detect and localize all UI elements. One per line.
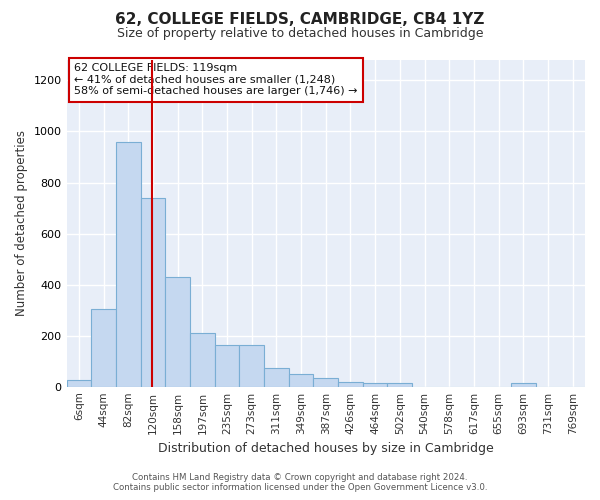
Bar xyxy=(313,378,338,386)
Bar xyxy=(289,374,313,386)
Bar xyxy=(140,198,165,386)
Text: Size of property relative to detached houses in Cambridge: Size of property relative to detached ho… xyxy=(117,28,483,40)
Text: 62, COLLEGE FIELDS, CAMBRIDGE, CB4 1YZ: 62, COLLEGE FIELDS, CAMBRIDGE, CB4 1YZ xyxy=(115,12,485,28)
Bar xyxy=(388,383,412,386)
Bar xyxy=(264,368,289,386)
Bar xyxy=(511,383,536,386)
X-axis label: Distribution of detached houses by size in Cambridge: Distribution of detached houses by size … xyxy=(158,442,494,455)
Text: Contains HM Land Registry data © Crown copyright and database right 2024.
Contai: Contains HM Land Registry data © Crown c… xyxy=(113,473,487,492)
Bar xyxy=(116,142,140,386)
Bar xyxy=(338,382,363,386)
Bar xyxy=(165,277,190,386)
Bar xyxy=(215,344,239,387)
Bar xyxy=(190,333,215,386)
Text: 62 COLLEGE FIELDS: 119sqm
← 41% of detached houses are smaller (1,248)
58% of se: 62 COLLEGE FIELDS: 119sqm ← 41% of detac… xyxy=(74,64,358,96)
Bar xyxy=(363,383,388,386)
Y-axis label: Number of detached properties: Number of detached properties xyxy=(15,130,28,316)
Bar xyxy=(91,309,116,386)
Bar xyxy=(239,344,264,387)
Bar xyxy=(67,380,91,386)
